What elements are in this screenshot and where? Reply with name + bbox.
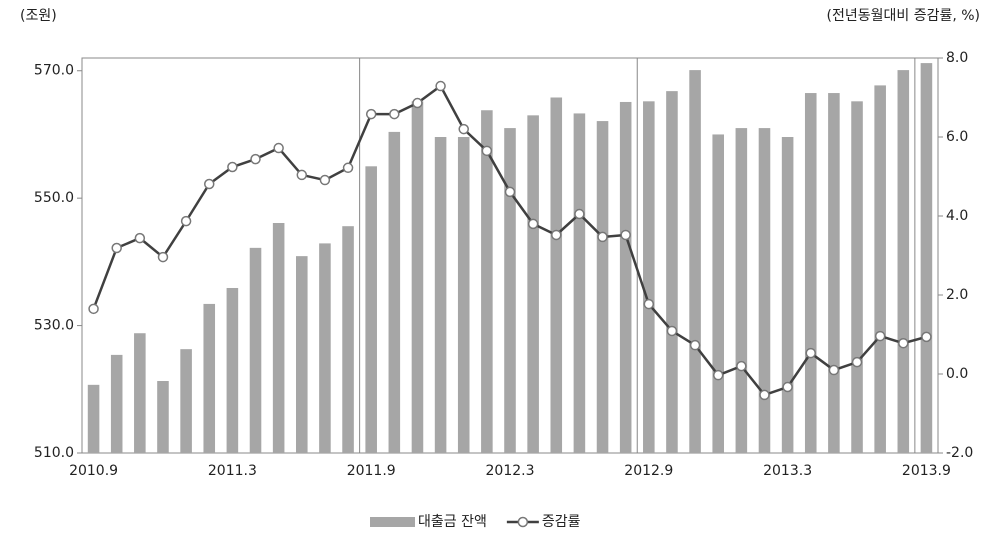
bar [87,384,100,453]
bar [296,256,308,453]
marker [481,145,493,157]
y2-tick-label: 0.0 [946,366,968,382]
marker [851,356,863,368]
bar [249,247,262,453]
y2-unit-label: (전년동월대비 증감률, %) [827,8,981,24]
bar [666,91,678,454]
legend-marker [517,516,529,528]
bar [388,131,401,453]
marker [874,330,886,342]
bar [920,63,933,454]
marker [180,215,192,227]
bar [180,349,192,453]
bar [457,137,470,453]
marker [365,108,377,120]
bar [596,121,609,454]
marker [782,381,793,393]
x-tick-label: 2010.9 [69,463,118,479]
marker [250,153,261,165]
bar [527,115,539,453]
bar [619,101,632,453]
marker [389,108,400,120]
y-unit-label: (조원) [20,8,57,24]
marker [319,174,331,186]
bar [897,70,910,454]
marker [597,231,608,243]
bar [643,101,655,454]
bar [804,93,817,454]
x-tick-label: 2013.3 [763,463,812,479]
x-tick-label: 2011.3 [208,463,257,479]
x-tick-label: 2012.9 [624,463,673,479]
marker [134,232,146,244]
bar [758,128,771,454]
marker [805,347,817,359]
bar [110,354,123,453]
marker [504,186,516,198]
y-tick-label: 550.0 [34,190,74,206]
marker [342,162,354,174]
marker [88,303,99,315]
bar [319,243,331,453]
bar [365,166,377,453]
marker [273,142,284,154]
bar [851,101,863,454]
bar [689,70,701,454]
y2-tick-label: 4.0 [946,208,968,224]
marker [157,251,169,263]
bar [342,226,354,453]
y2-tick-label: 2.0 [946,287,968,303]
bar [781,137,794,453]
bar [874,85,886,453]
bar [735,128,748,454]
bar [504,128,516,454]
bar [272,223,285,453]
bar [157,381,169,453]
y2-tick-label: -2.0 [946,445,973,461]
bar [411,101,424,454]
marker [921,331,932,343]
bar [481,110,493,453]
bar [828,93,840,454]
marker [759,389,770,401]
marker [620,229,631,241]
bar [434,137,447,453]
marker [227,161,238,173]
legend-label: 대출금 잔액 [418,514,487,530]
marker [574,208,585,220]
y-tick-label: 570.0 [34,63,74,79]
marker [412,97,423,109]
marker [736,360,747,372]
marker [712,369,724,381]
bar [203,303,216,453]
y-tick-label: 530.0 [34,318,74,334]
marker [458,123,469,135]
y2-tick-label: 8.0 [946,50,968,66]
bar [573,113,586,453]
y-tick-label: 510.0 [34,445,74,461]
marker [643,298,655,310]
x-tick-label: 2011.9 [347,463,396,479]
x-tick-label: 2012.3 [486,463,535,479]
x-tick-label: 2013.9 [902,463,951,479]
bar [550,97,563,453]
marker [111,242,122,254]
legend-swatch [370,517,415,527]
marker [828,364,840,376]
bar [712,134,724,454]
marker [296,169,308,181]
marker [527,218,539,230]
marker [666,325,678,337]
marker [898,337,909,349]
marker [435,80,446,92]
marker [689,339,701,351]
legend-label: 증감률 [542,514,581,530]
y2-tick-label: 6.0 [946,129,968,145]
marker [551,229,562,241]
bar [226,287,239,453]
bar [134,333,146,453]
marker [203,178,215,190]
